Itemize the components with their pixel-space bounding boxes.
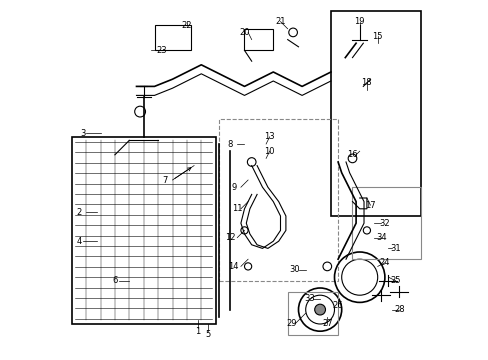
Text: 21: 21 — [275, 17, 285, 26]
Text: 3: 3 — [80, 129, 85, 138]
Bar — [330, 11, 420, 216]
Text: 19: 19 — [354, 17, 364, 26]
Text: 31: 31 — [389, 244, 400, 253]
Text: 26: 26 — [332, 302, 343, 310]
Bar — [352, 187, 420, 259]
Text: 14: 14 — [228, 262, 239, 271]
Text: 34: 34 — [375, 233, 386, 242]
Text: 9: 9 — [231, 183, 236, 192]
Bar — [287, 292, 337, 335]
Bar — [244, 29, 273, 50]
Text: 25: 25 — [389, 276, 400, 285]
Text: 22: 22 — [181, 21, 192, 30]
Circle shape — [314, 304, 325, 315]
Text: 13: 13 — [264, 132, 274, 141]
Text: 27: 27 — [321, 320, 332, 328]
Text: 30: 30 — [289, 266, 300, 275]
Text: 2: 2 — [76, 208, 81, 217]
Text: 12: 12 — [224, 233, 235, 242]
Text: 1: 1 — [195, 327, 200, 336]
Text: 24: 24 — [379, 258, 389, 267]
Bar — [72, 137, 215, 324]
Text: 4: 4 — [76, 237, 81, 246]
Text: 33: 33 — [304, 294, 314, 303]
Bar — [154, 25, 190, 50]
Text: 11: 11 — [232, 204, 242, 213]
Text: 5: 5 — [205, 330, 211, 339]
Text: 16: 16 — [346, 150, 357, 159]
Text: 10: 10 — [264, 147, 274, 156]
Text: 15: 15 — [372, 32, 382, 41]
Text: 23: 23 — [156, 46, 167, 55]
Text: 6: 6 — [112, 276, 117, 285]
Bar — [219, 119, 337, 281]
Text: 18: 18 — [361, 78, 371, 87]
Text: 32: 32 — [379, 219, 389, 228]
Text: 29: 29 — [285, 320, 296, 328]
Text: 20: 20 — [239, 28, 249, 37]
Text: 8: 8 — [227, 140, 232, 149]
Text: 28: 28 — [393, 305, 404, 314]
Text: 17: 17 — [365, 201, 375, 210]
Text: 7: 7 — [163, 176, 168, 185]
